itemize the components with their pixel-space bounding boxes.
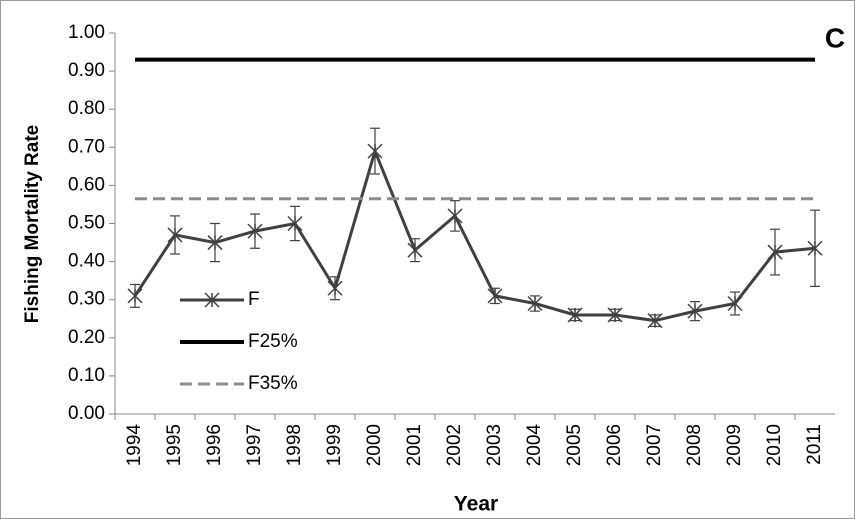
y-tick-label: 0.20 <box>68 327 105 348</box>
marker <box>167 227 183 243</box>
marker <box>527 295 543 312</box>
marker <box>287 215 303 232</box>
marker <box>207 235 223 251</box>
panel-letter: C <box>825 22 845 53</box>
marker <box>567 307 583 323</box>
x-tick-label: 1995 <box>164 424 185 466</box>
marker <box>487 288 503 304</box>
x-tick-label: 2000 <box>364 424 385 466</box>
x-axis-label: Year <box>454 493 498 516</box>
marker <box>367 143 383 159</box>
y-tick-label: 0.00 <box>68 403 105 424</box>
y-tick-label: 0.10 <box>68 365 105 386</box>
marker <box>647 313 663 329</box>
x-tick-label: 2004 <box>524 424 545 467</box>
x-tick-label: 1996 <box>204 424 225 466</box>
x-tick-label: 1999 <box>324 424 345 466</box>
y-tick-label: 1.00 <box>68 22 105 43</box>
marker <box>447 208 463 224</box>
y-tick-label: 0.50 <box>68 213 105 234</box>
marker <box>607 307 623 323</box>
y-tick-label: 0.90 <box>68 60 105 81</box>
legend-label: F25% <box>248 331 298 352</box>
marker <box>727 295 743 312</box>
y-tick-label: 0.30 <box>68 289 105 310</box>
x-tick-label: 2001 <box>404 424 425 466</box>
marker <box>807 240 823 256</box>
marker <box>127 288 143 304</box>
marker <box>407 242 423 258</box>
y-tick-label: 0.70 <box>68 136 105 157</box>
y-tick-label: 0.40 <box>68 251 105 272</box>
x-tick-label: 2010 <box>764 424 785 466</box>
marker <box>204 292 220 308</box>
x-tick-label: 2005 <box>564 424 585 466</box>
series-line <box>133 146 816 323</box>
marker <box>247 223 263 239</box>
marker <box>327 280 343 296</box>
y-axis-label: Fishing Mortality Rate <box>22 125 43 323</box>
x-tick-label: 2007 <box>644 424 665 466</box>
x-tick-label: 2009 <box>724 424 745 466</box>
x-tick-label: 2003 <box>484 424 505 466</box>
x-tick-label: 1994 <box>124 424 145 467</box>
legend-label: F35% <box>248 373 298 394</box>
x-tick-label: 1998 <box>284 424 305 466</box>
x-tick-label: 2002 <box>444 424 465 466</box>
marker <box>767 244 783 260</box>
x-tick-label: 1997 <box>244 424 265 466</box>
y-tick-label: 0.60 <box>68 174 105 195</box>
marker <box>687 303 703 319</box>
y-tick-label: 0.80 <box>68 98 105 119</box>
x-tick-label: 2006 <box>604 424 625 466</box>
x-tick-label: 2008 <box>684 424 705 466</box>
x-tick-label: 2011 <box>804 424 825 465</box>
legend-label: F <box>248 289 260 310</box>
